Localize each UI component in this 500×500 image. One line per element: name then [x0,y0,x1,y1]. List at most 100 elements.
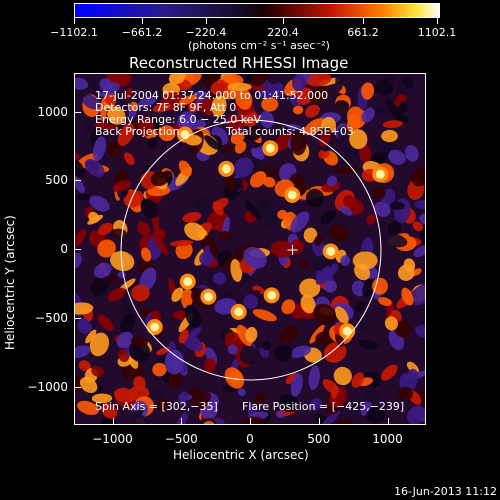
heatmap-blob [290,131,307,156]
heatmap-blob [177,111,196,130]
heatmap-blob [125,87,133,99]
heatmap-blob [129,340,151,363]
heatmap-blob [117,123,135,147]
heatmap-blob [227,82,252,91]
heatmap-blob [261,96,279,112]
heatmap-blob [385,74,397,85]
heatmap-blob [334,306,349,324]
heatmap-blob [343,195,356,208]
heatmap-blob [158,125,176,142]
x-tick-label: 0 [246,432,254,446]
x-tick [250,418,251,424]
heatmap-blob [394,320,412,338]
heatmap-blob [137,221,151,236]
heatmap-blob [122,363,144,380]
heatmap-blob [254,392,266,404]
heatmap-blob [156,398,169,412]
heatmap-blob [250,147,265,160]
heatmap-blob [75,252,82,269]
heatmap-blob [112,180,132,192]
heatmap-blob [351,372,364,388]
heatmap-blob [91,273,110,298]
heatmap-blob [171,287,184,302]
heatmap-blob [204,358,216,373]
heatmap-blob [257,199,271,212]
heatmap-blob [396,114,410,123]
heatmap-blob [315,267,330,285]
heatmap-blob [406,405,425,424]
heatmap-blob [84,159,105,178]
heatmap-blob [116,331,133,349]
heatmap-blob [339,206,353,216]
heatmap-blob [87,214,104,225]
heatmap-blob [335,74,345,92]
y-axis-label: Heliocentric Y (arcsec) [3,215,17,350]
heatmap-blob [289,345,312,358]
heatmap-blob [107,141,122,158]
heatmap-blob [218,230,232,242]
heatmap-blob [85,329,97,344]
heatmap-blob [419,229,425,246]
heatmap-blob [213,272,226,285]
heatmap-blob [354,301,366,313]
heatmap-blob [308,365,320,391]
bright-spot [234,307,244,317]
heatmap-blob [366,214,376,225]
heatmap-blob [403,368,419,392]
heatmap-blob [97,314,114,332]
heatmap-blob [100,97,107,122]
heatmap-blob [381,129,398,143]
heatmap-blob [324,279,337,293]
heatmap-blob [329,224,349,242]
bright-spot [203,292,213,302]
heatmap-blob [373,201,391,217]
colorbar-tick-label: 220.4 [267,26,299,39]
heatmap-blob [104,93,116,106]
heatmap-blob [314,234,324,246]
heatmap-blob [245,326,258,343]
bright-spot [342,326,352,336]
heatmap-blob [278,394,299,413]
bright-spot [265,143,275,153]
y-tick [75,386,81,388]
heatmap-blob [75,345,91,359]
heatmap-blob [152,102,172,113]
heatmap-blob [291,74,307,92]
heatmap-blob [303,227,318,243]
heatmap-blob [97,415,114,424]
heatmap-blob [361,107,375,123]
heatmap-blob [296,87,313,106]
heatmap-blob [174,412,188,424]
heatmap-blob [243,124,262,141]
heatmap-blob [234,140,247,154]
colorbar-units: (photons cm⁻² s⁻¹ asec⁻²) [188,39,330,52]
heatmap-blob [89,332,110,357]
colorbar-tick [363,18,364,24]
heatmap-blob [84,115,97,134]
heatmap-blob [321,410,340,424]
colorbar-tick-label: −661.2 [121,26,163,39]
heatmap-blob [202,420,215,424]
heatmap-blob [223,255,237,270]
heatmap-blob [305,104,320,118]
heatmap-blob [309,324,325,344]
colorbar-tick-label: −220.4 [185,26,227,39]
heatmap-blob [237,388,246,397]
heatmap-blob [94,122,118,131]
heatmap-blob [396,94,407,102]
plot-area: 17-Jul-2004 01:37:24.000 to 01:41:52.000… [74,73,426,425]
bright-spot [221,164,231,174]
x-tick [387,418,389,424]
heatmap-blob [138,117,154,137]
heatmap-blob [224,367,245,389]
colorbar-tick [437,18,438,24]
heatmap-blob [387,220,402,237]
heatmap-blob [361,399,372,416]
annotation-time: 17-Jul-2004 01:37:24.000 to 01:41:52.000 [95,89,329,102]
heatmap-blob [335,419,354,424]
heatmap-blob [78,360,91,372]
y-tick [75,180,81,182]
heatmap-blob [412,221,423,232]
heatmap-blob [133,376,146,390]
heatmap-blob [206,268,213,284]
